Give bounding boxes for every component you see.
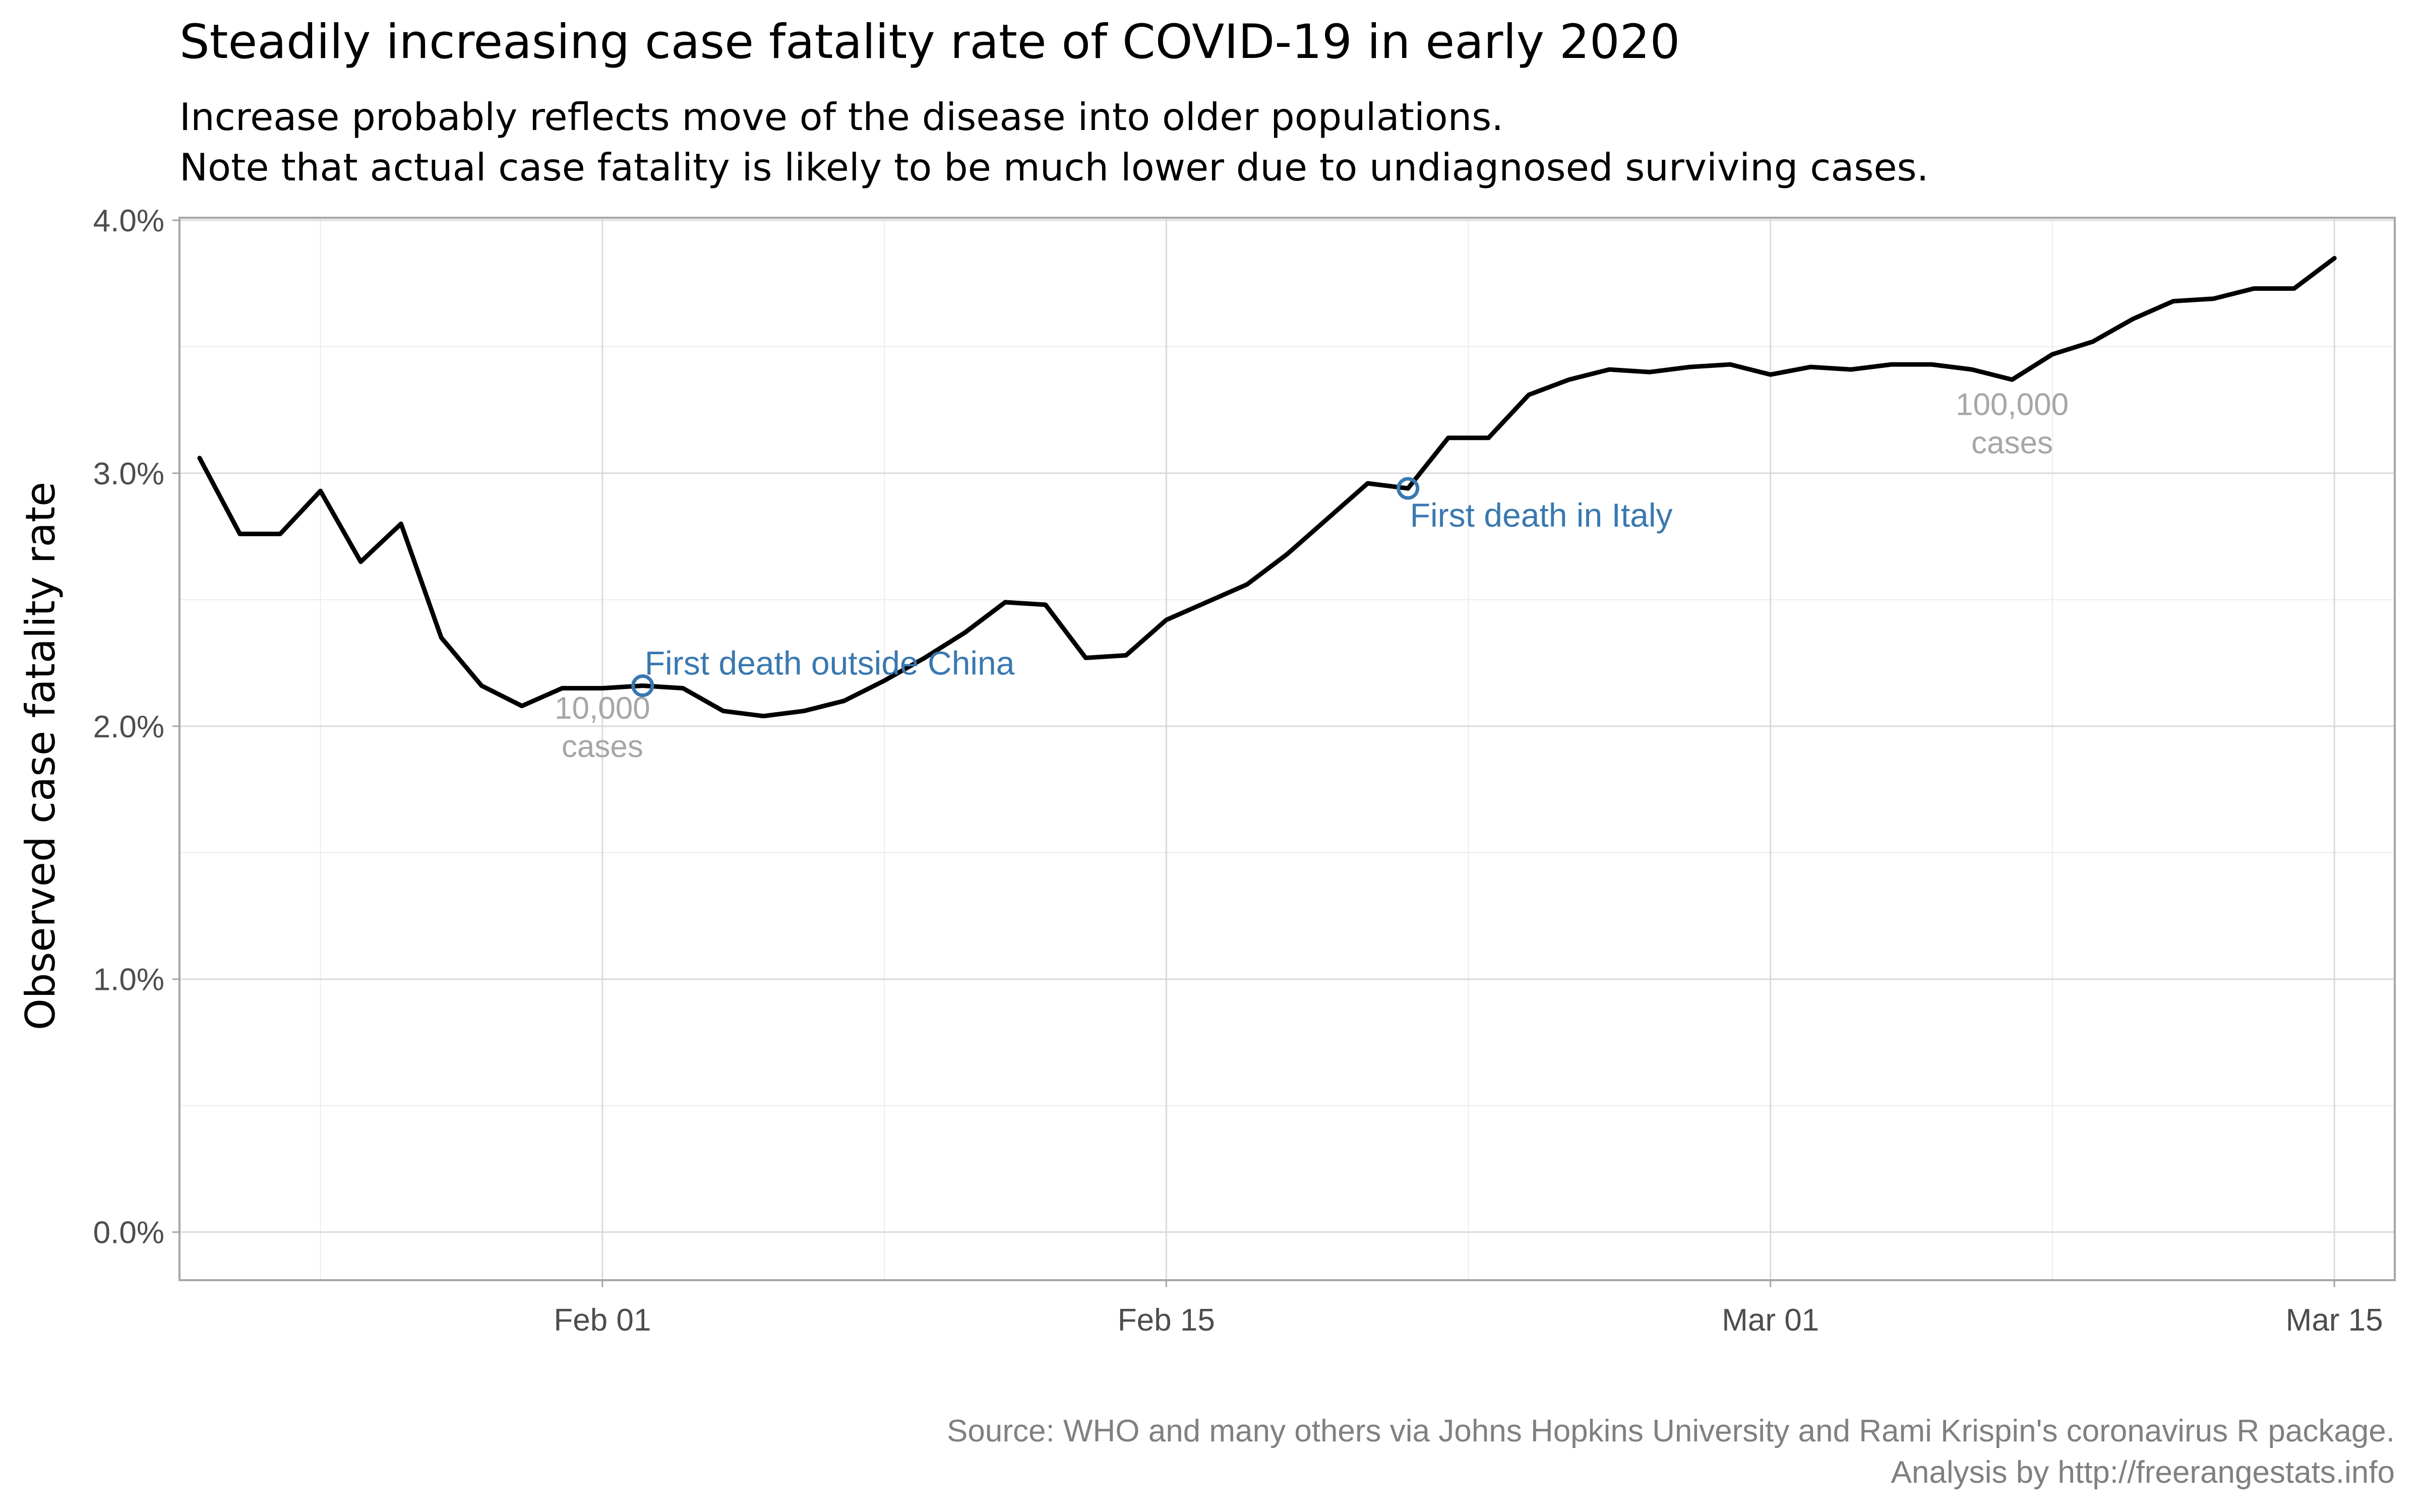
event-label: First death outside China bbox=[645, 645, 1015, 682]
series-line-0 bbox=[197, 256, 2337, 719]
milestone-label: 100,000 bbox=[1956, 387, 2069, 422]
caption-source: Source: WHO and many others via Johns Ho… bbox=[947, 1414, 2395, 1448]
milestone-label: cases bbox=[1971, 425, 2053, 460]
event-marker bbox=[1397, 477, 1420, 500]
chart-subtitle-line-2: Note that actual case fatality is likely… bbox=[179, 145, 1928, 190]
milestone-label: 10,000 bbox=[555, 691, 650, 726]
y-tick-label: 0.0% bbox=[93, 1216, 164, 1250]
event-label: First death in Italy bbox=[1410, 496, 1673, 534]
panel-border bbox=[178, 217, 2396, 1281]
y-tick-label: 3.0% bbox=[93, 457, 164, 491]
y-tick-label: 4.0% bbox=[93, 204, 164, 238]
series-layer bbox=[197, 256, 2337, 719]
chart-title: Steadily increasing case fatality rate o… bbox=[179, 15, 1680, 70]
caption-analysis: Analysis by http://freerangestats.info bbox=[1891, 1455, 2395, 1490]
x-tick-label: Mar 15 bbox=[2286, 1303, 2383, 1338]
x-tick-label: Feb 01 bbox=[554, 1303, 651, 1338]
x-tick-label: Mar 01 bbox=[1722, 1303, 1819, 1338]
grid bbox=[179, 218, 2395, 1280]
y-tick-label: 2.0% bbox=[93, 710, 164, 744]
x-tick-label: Feb 15 bbox=[1118, 1303, 1215, 1338]
y-axis-title: Observed case fatality rate bbox=[17, 482, 64, 1030]
chart-subtitle-line-1: Increase probably reflects move of the d… bbox=[179, 95, 1503, 139]
milestone-label: cases bbox=[562, 729, 643, 764]
event-marker bbox=[631, 674, 654, 698]
axes: 0.0% 1.0% 2.0% 3.0% 4.0% Feb 01 Feb 15 Mar 01 Ma… bbox=[93, 204, 2396, 1338]
y-tick-label: 1.0% bbox=[93, 963, 164, 997]
